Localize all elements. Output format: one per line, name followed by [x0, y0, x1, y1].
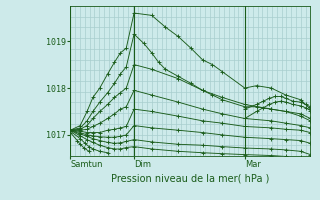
X-axis label: Pression niveau de la mer( hPa ): Pression niveau de la mer( hPa ) — [111, 173, 269, 183]
